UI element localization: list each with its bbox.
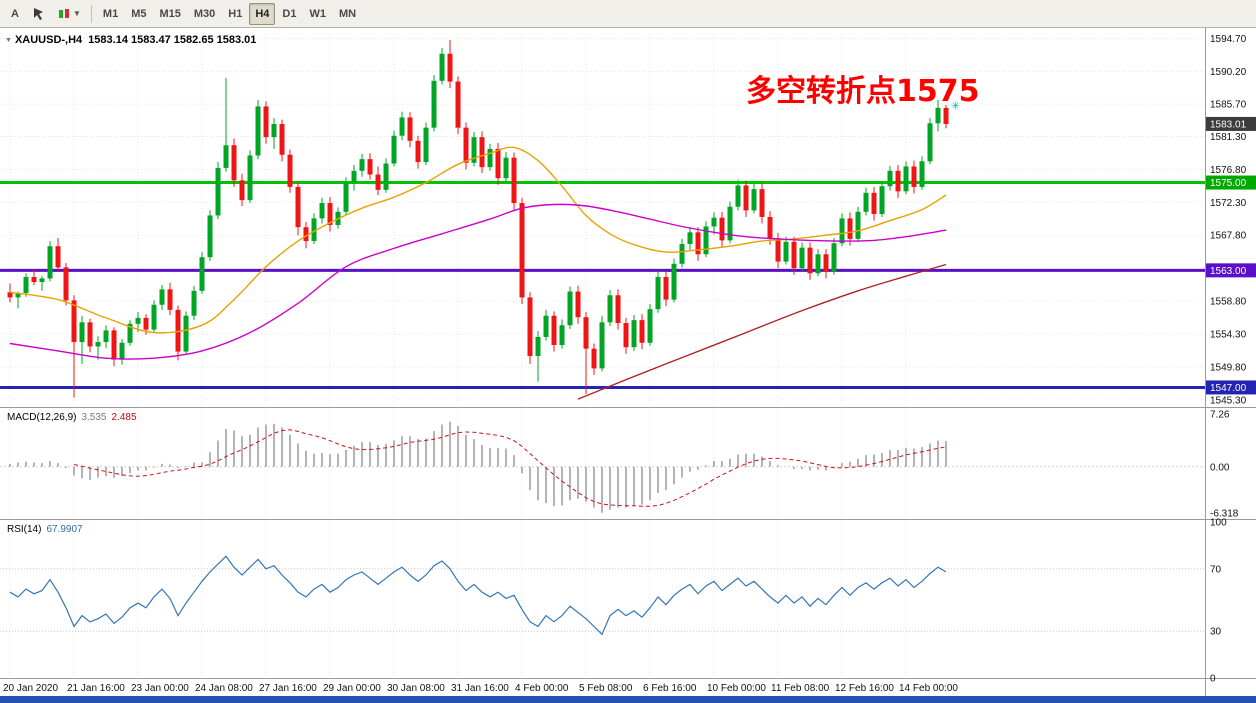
svg-text:30: 30 xyxy=(1210,627,1222,638)
timeframe-h1-button[interactable]: H1 xyxy=(222,3,248,25)
svg-text:1563.00: 1563.00 xyxy=(1210,266,1247,277)
svg-text:27 Jan 16:00: 27 Jan 16:00 xyxy=(259,683,317,694)
svg-text:12 Feb 16:00: 12 Feb 16:00 xyxy=(835,683,894,694)
svg-text:1558.80: 1558.80 xyxy=(1210,297,1247,308)
price-badge-1575.00 xyxy=(1206,175,1256,190)
current-price-badge xyxy=(1206,116,1256,131)
candles[interactable] xyxy=(7,39,949,398)
price-badge-1547.00 xyxy=(1206,380,1256,395)
svg-text:11 Feb 08:00: 11 Feb 08:00 xyxy=(771,683,830,694)
svg-text:1583.01: 1583.01 xyxy=(1210,119,1247,130)
svg-text:0.00: 0.00 xyxy=(1210,462,1230,473)
timeframe-m1-button[interactable]: M1 xyxy=(97,3,124,25)
timeframe-m30-button[interactable]: M30 xyxy=(188,3,221,25)
svg-text:70: 70 xyxy=(1210,564,1222,575)
svg-text:1575.00: 1575.00 xyxy=(1210,178,1247,189)
price-scale-bg xyxy=(1205,28,1256,696)
svg-text:10 Feb 00:00: 10 Feb 00:00 xyxy=(707,683,766,694)
svg-text:1581.30: 1581.30 xyxy=(1210,132,1247,143)
timeframe-m5-button[interactable]: M5 xyxy=(125,3,152,25)
svg-text:100: 100 xyxy=(1210,518,1227,529)
svg-text:1576.80: 1576.80 xyxy=(1210,165,1247,176)
svg-text:14 Feb 00:00: 14 Feb 00:00 xyxy=(899,683,958,694)
svg-text:23 Jan 00:00: 23 Jan 00:00 xyxy=(131,683,189,694)
svg-text:1554.30: 1554.30 xyxy=(1210,330,1247,341)
chart-area[interactable]: ✳ 1594.70 1590.20 1585.70 1581.30 1576.80 1572… xyxy=(0,28,1256,696)
svg-text:1549.80: 1549.80 xyxy=(1210,362,1247,373)
svg-text:1594.70: 1594.70 xyxy=(1210,34,1247,45)
objects-dropdown-button[interactable]: ▼ xyxy=(52,3,87,25)
toolbar-separator xyxy=(90,4,92,23)
taskbar-strip xyxy=(0,696,1256,703)
cursor-icon xyxy=(33,7,45,20)
svg-text:1545.30: 1545.30 xyxy=(1210,395,1247,406)
chevron-down-icon: ▼ xyxy=(73,9,81,18)
svg-text:1547.00: 1547.00 xyxy=(1210,383,1247,394)
signal-marker-icon: ✳ xyxy=(951,100,960,112)
timeframe-mn-button[interactable]: MN xyxy=(333,3,362,25)
svg-text:5 Feb 08:00: 5 Feb 08:00 xyxy=(579,683,633,694)
svg-text:1585.70: 1585.70 xyxy=(1210,100,1247,111)
svg-text:29 Jan 00:00: 29 Jan 00:00 xyxy=(323,683,381,694)
svg-text:21 Jan 16:00: 21 Jan 16:00 xyxy=(67,683,125,694)
toolbar: A ▼ M1 M5 M15 M30 H1 H4 D1 W1 MN xyxy=(0,0,1256,28)
svg-text:7.26: 7.26 xyxy=(1210,409,1230,420)
text-tool-button[interactable]: A xyxy=(4,3,26,25)
cursor-tool-button[interactable] xyxy=(27,3,51,25)
ma-orange-line[interactable] xyxy=(9,146,947,334)
svg-text:6 Feb 16:00: 6 Feb 16:00 xyxy=(643,683,697,694)
svg-text:31 Jan 16:00: 31 Jan 16:00 xyxy=(451,683,509,694)
svg-text:24 Jan 08:00: 24 Jan 08:00 xyxy=(195,683,253,694)
price-badge-1563.00 xyxy=(1206,263,1256,278)
objects-icon xyxy=(58,8,70,20)
time-axis[interactable]: 20 Jan 2020 21 Jan 16:00 23 Jan 00:00 24 Ja… xyxy=(3,683,958,694)
timeframe-w1-button[interactable]: W1 xyxy=(303,3,332,25)
timeframe-d1-button[interactable]: D1 xyxy=(276,3,302,25)
svg-text:0: 0 xyxy=(1210,674,1216,685)
svg-text:30 Jan 08:00: 30 Jan 08:00 xyxy=(387,683,445,694)
svg-text:20 Jan 2020: 20 Jan 2020 xyxy=(3,683,58,694)
svg-text:1567.80: 1567.80 xyxy=(1210,231,1247,242)
timeframe-m15-button[interactable]: M15 xyxy=(153,3,186,25)
svg-text:1572.30: 1572.30 xyxy=(1210,198,1247,209)
price-scale[interactable]: 1594.70 1590.20 1585.70 1581.30 1576.80 1572.… xyxy=(1206,34,1256,685)
svg-text:-6.318: -6.318 xyxy=(1210,508,1239,519)
ma-magenta-line[interactable] xyxy=(9,203,947,360)
macd-histogram xyxy=(9,421,947,513)
macd-signal-line xyxy=(73,429,947,507)
ma-darkred-line[interactable] xyxy=(577,263,947,400)
rsi-line xyxy=(9,555,947,636)
timeframe-h4-button[interactable]: H4 xyxy=(249,2,276,25)
chart-canvas[interactable]: ✳ 1594.70 1590.20 1585.70 1581.30 1576.80 1572… xyxy=(0,28,1256,696)
svg-text:4 Feb 00:00: 4 Feb 00:00 xyxy=(515,683,569,694)
svg-text:1590.20: 1590.20 xyxy=(1210,67,1247,78)
